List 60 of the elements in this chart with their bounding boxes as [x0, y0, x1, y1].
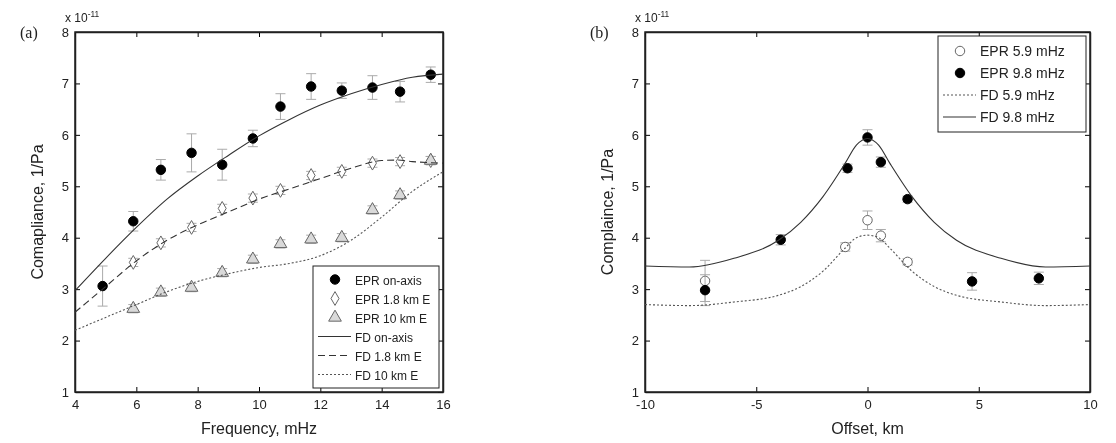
y-tick-label: 6 [631, 127, 639, 143]
legend-label: EPR 5.9 mHz [980, 43, 1065, 59]
x-tick-label: -10 [636, 397, 655, 413]
legend-label: EPR 9.8 mHz [980, 65, 1065, 81]
line-series [74, 171, 444, 331]
y-tick-label: 7 [61, 76, 69, 92]
point [275, 101, 286, 112]
y-axis-title: Complaince, 1/Pa [599, 148, 616, 276]
y-tick-label: 5 [61, 178, 69, 194]
y-tick-label: 8 [61, 24, 69, 40]
y-tick-label: 5 [631, 178, 639, 194]
y-tick-label: 7 [631, 76, 639, 92]
x-tick-label: 10 [252, 397, 267, 413]
point [394, 86, 406, 97]
point [699, 284, 711, 296]
y-tick-label: 4 [631, 230, 639, 246]
x-tick-label: 10 [1083, 397, 1098, 413]
y-tick-label: 3 [61, 281, 69, 297]
text: x 10$^{-11}$ [635, 9, 670, 25]
y-tick-label: 8 [631, 24, 639, 40]
point [126, 300, 141, 313]
y-tick-label: 1 [61, 384, 69, 400]
x-tick-label: 16 [436, 397, 451, 413]
text: (a) [20, 24, 38, 42]
x-tick-label: 0 [864, 397, 872, 413]
line-series [74, 73, 444, 292]
y-tick-label: 3 [631, 281, 639, 297]
legend-label: FD 9.8 mHz [980, 109, 1055, 125]
y-axis-title: Comapliance, 1/Pa [29, 144, 46, 280]
x-axis-title: Offset, km [831, 420, 904, 437]
legend-label: EPR 10 km E [355, 311, 428, 326]
legend-label: EPR 1.8 km E [355, 292, 431, 307]
point [186, 147, 197, 159]
point [155, 164, 167, 176]
x-tick-label: 6 [133, 397, 141, 413]
x-axis-title: Frequency, mHz [200, 420, 318, 437]
legend-label: EPR on-axis [355, 273, 422, 288]
legend-label: FD 5.9 mHz [980, 87, 1055, 103]
y-tick-label: 2 [631, 333, 639, 349]
x-tick-label: 14 [374, 397, 390, 413]
y-tick-label: 1 [631, 384, 639, 400]
point [128, 216, 139, 227]
x-tick-label: 8 [194, 397, 202, 413]
y-tick-label: 6 [61, 127, 69, 143]
point [305, 81, 317, 92]
text: (b) [590, 24, 609, 42]
x-tick-label: -5 [750, 397, 763, 413]
y-tick-label: 4 [61, 230, 69, 246]
legend-label: FD 1.8 km E [355, 349, 422, 364]
x-tick-label: 4 [71, 397, 80, 413]
point [334, 229, 349, 242]
text: x 10$^{-11}$ [65, 9, 100, 25]
point [966, 276, 978, 287]
y-tick-label: 2 [61, 333, 69, 349]
x-tick-label: 5 [975, 397, 983, 413]
legend-label: FD 10 km E [355, 368, 419, 383]
point [216, 159, 228, 170]
legend-label: FD on-axis [355, 330, 414, 345]
x-tick-label: 12 [313, 397, 329, 413]
point [862, 215, 873, 226]
